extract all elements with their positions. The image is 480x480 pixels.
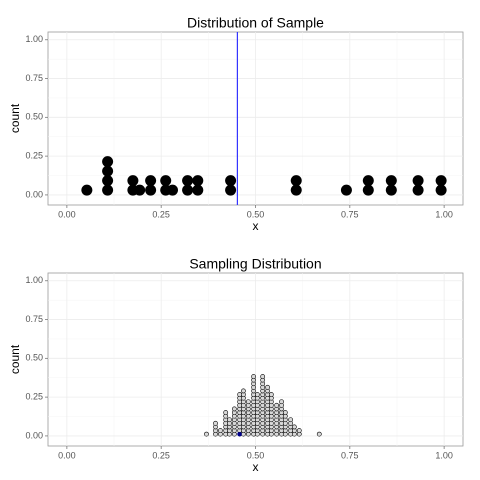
x-tick-label: 0.25 — [152, 209, 170, 219]
dot — [260, 374, 266, 379]
dot — [231, 406, 237, 412]
dot — [134, 184, 146, 196]
dot — [192, 175, 204, 187]
dot — [102, 165, 114, 177]
dot — [412, 184, 424, 196]
dot — [291, 424, 297, 430]
dot — [227, 417, 232, 423]
dot — [102, 175, 114, 187]
dot — [296, 428, 302, 433]
y-tick-label: 0.25 — [25, 151, 43, 161]
dot — [290, 184, 302, 196]
dot — [145, 184, 157, 196]
x-tick-label: 0.50 — [247, 209, 265, 219]
dot — [218, 428, 223, 433]
y-tick-label: 0.75 — [25, 314, 43, 324]
dot — [182, 175, 194, 187]
y-tick-label: 0.00 — [25, 430, 43, 440]
dot — [251, 374, 257, 379]
dot — [223, 410, 229, 415]
x-tick-label: 0.25 — [152, 450, 170, 460]
y-tick-label: 0.50 — [25, 353, 43, 363]
dot — [340, 184, 352, 196]
highlight-dot — [237, 432, 242, 437]
x-axis-label: x — [253, 460, 259, 474]
dot — [102, 156, 114, 168]
dot — [268, 392, 274, 397]
y-tick-label: 1.00 — [25, 34, 43, 44]
dot — [213, 420, 218, 426]
dot — [102, 184, 114, 196]
dot — [254, 392, 260, 397]
y-tick-label: 0.00 — [25, 189, 43, 199]
dot — [385, 175, 397, 187]
x-tick-label: 0.00 — [58, 209, 76, 219]
y-tick-label: 1.00 — [25, 275, 43, 285]
dot — [145, 175, 157, 187]
dot — [81, 184, 93, 196]
dot — [225, 175, 237, 187]
chart-title: Distribution of Sample — [187, 15, 324, 31]
x-tick-label: 0.00 — [58, 450, 76, 460]
dot — [385, 184, 397, 196]
chart-title: Sampling Distribution — [189, 256, 321, 272]
dot — [288, 417, 293, 423]
x-axis-label: x — [253, 219, 259, 233]
dot — [225, 184, 237, 196]
dot — [245, 399, 251, 405]
dot — [160, 175, 172, 187]
dot — [290, 175, 302, 187]
y-axis-label: count — [8, 344, 22, 374]
y-tick-label: 0.75 — [25, 73, 43, 83]
dot — [192, 184, 204, 196]
dot — [182, 184, 194, 196]
dot — [279, 399, 284, 405]
x-tick-label: 1.00 — [435, 209, 453, 219]
y-tick-label: 0.50 — [25, 112, 43, 122]
dot — [435, 175, 447, 187]
dot — [316, 431, 322, 437]
y-axis-label: count — [8, 103, 22, 133]
dot — [362, 175, 374, 187]
dot — [204, 431, 209, 437]
dot — [362, 184, 374, 196]
dot — [412, 175, 424, 187]
y-tick-label: 0.25 — [25, 392, 43, 402]
dot — [435, 184, 447, 196]
x-tick-label: 0.75 — [341, 209, 359, 219]
x-tick-label: 1.00 — [435, 450, 453, 460]
dot — [167, 184, 178, 196]
x-tick-label: 0.75 — [341, 450, 359, 460]
dot — [282, 410, 288, 415]
dot — [127, 175, 139, 187]
x-tick-label: 0.50 — [247, 450, 265, 460]
dot — [274, 402, 280, 408]
dot — [265, 384, 270, 390]
dot — [241, 388, 246, 394]
